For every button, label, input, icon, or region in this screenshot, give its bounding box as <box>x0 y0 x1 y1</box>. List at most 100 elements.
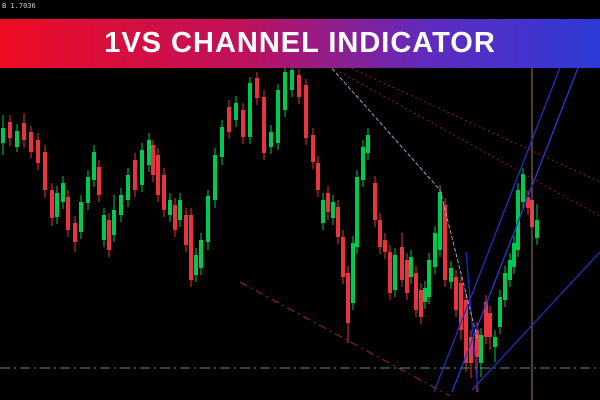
blue-fan-shallow <box>471 251 600 391</box>
candle-body <box>316 163 320 190</box>
candle-body <box>475 330 479 357</box>
candle-body <box>92 152 96 180</box>
banner-title-text: 1VS CHANNEL INDICATOR <box>104 27 496 59</box>
candle-body <box>29 132 33 152</box>
title-banner: 1VS CHANNEL INDICATOR <box>0 19 600 68</box>
candle-body <box>366 135 370 153</box>
candle-body <box>464 300 468 363</box>
candle-body <box>469 337 473 363</box>
candle-body <box>220 127 224 157</box>
candle-body <box>178 200 182 220</box>
candle-body <box>438 192 442 250</box>
candle-body <box>355 177 359 247</box>
candle-body <box>255 78 259 98</box>
candle-body <box>206 196 210 242</box>
candle-body <box>535 220 539 238</box>
candle-body <box>151 145 155 175</box>
candle-body <box>283 72 287 110</box>
candle-body <box>234 103 238 120</box>
candle-body <box>50 190 54 218</box>
candle-body <box>304 85 308 138</box>
candle-body <box>443 205 447 280</box>
candle-body <box>61 183 65 202</box>
candle-body <box>393 255 397 290</box>
candle-body <box>400 247 404 280</box>
candle-body <box>126 175 130 200</box>
candle-body <box>269 132 273 147</box>
candle-body <box>409 257 413 277</box>
candle-body <box>276 90 280 143</box>
candle-body <box>479 335 483 363</box>
blue-fan-steep-left <box>433 59 564 393</box>
candle-body <box>162 175 166 210</box>
candle-body <box>79 202 83 232</box>
candle-body <box>168 200 172 215</box>
candle-body <box>140 150 144 185</box>
candle-body <box>290 70 294 90</box>
candle-body <box>147 140 151 165</box>
candle-body <box>107 220 111 250</box>
candle-body <box>419 290 423 317</box>
candle-body <box>326 193 330 212</box>
candle-body <box>321 200 325 223</box>
white-zigzag-line <box>327 63 479 342</box>
candle-body <box>498 297 502 327</box>
candle-body <box>213 155 217 200</box>
candle-body <box>521 174 525 202</box>
candle-body <box>43 152 47 190</box>
candle-body <box>73 223 77 242</box>
candle-body <box>184 215 188 245</box>
candle-body <box>459 283 463 330</box>
candle-body <box>351 243 355 303</box>
candle-body <box>22 123 26 140</box>
candle-body <box>241 110 245 137</box>
candle-body <box>516 190 520 250</box>
candle-body <box>383 240 387 252</box>
candle-body <box>336 207 340 237</box>
candle-body <box>133 160 137 190</box>
candle-body <box>526 197 530 208</box>
candle-body <box>119 195 123 215</box>
candle-body <box>194 255 198 275</box>
candle-body <box>423 288 427 302</box>
candle-body <box>512 243 516 267</box>
candle-body <box>189 215 193 280</box>
candle-body <box>331 202 335 218</box>
candle-body <box>112 210 116 235</box>
candle-body <box>262 97 266 153</box>
candle-body <box>373 183 377 220</box>
candle-body <box>433 233 437 267</box>
candle-body <box>297 75 301 97</box>
candle-body <box>156 155 160 195</box>
candle-body <box>8 122 12 138</box>
candle-body <box>427 260 431 297</box>
candle-body <box>199 240 203 268</box>
red-channel-upper <box>337 61 600 183</box>
candle-body <box>503 273 507 300</box>
candle-body <box>1 128 5 143</box>
candle-body <box>15 131 19 147</box>
candle-body <box>36 140 40 163</box>
candle-body <box>311 135 315 162</box>
candle-body <box>484 302 488 337</box>
candle-body <box>488 313 492 337</box>
candle-body <box>102 215 106 240</box>
candle-body <box>388 252 392 293</box>
candle-body <box>361 147 365 180</box>
candle-body <box>405 260 409 293</box>
candle-body <box>97 167 101 195</box>
candle-body <box>493 337 497 347</box>
candle-body <box>248 83 252 137</box>
candle-body <box>86 177 90 203</box>
candle-body <box>66 197 70 230</box>
blue-v-left-arm <box>465 251 479 393</box>
candle-body <box>346 273 350 323</box>
candle-body <box>55 193 59 217</box>
candle-body <box>454 277 458 310</box>
candle-body <box>173 205 177 230</box>
candle-body <box>227 107 231 132</box>
red-trendline-dashdot <box>239 281 451 397</box>
candle-body <box>449 268 453 282</box>
candle-body <box>508 260 512 280</box>
